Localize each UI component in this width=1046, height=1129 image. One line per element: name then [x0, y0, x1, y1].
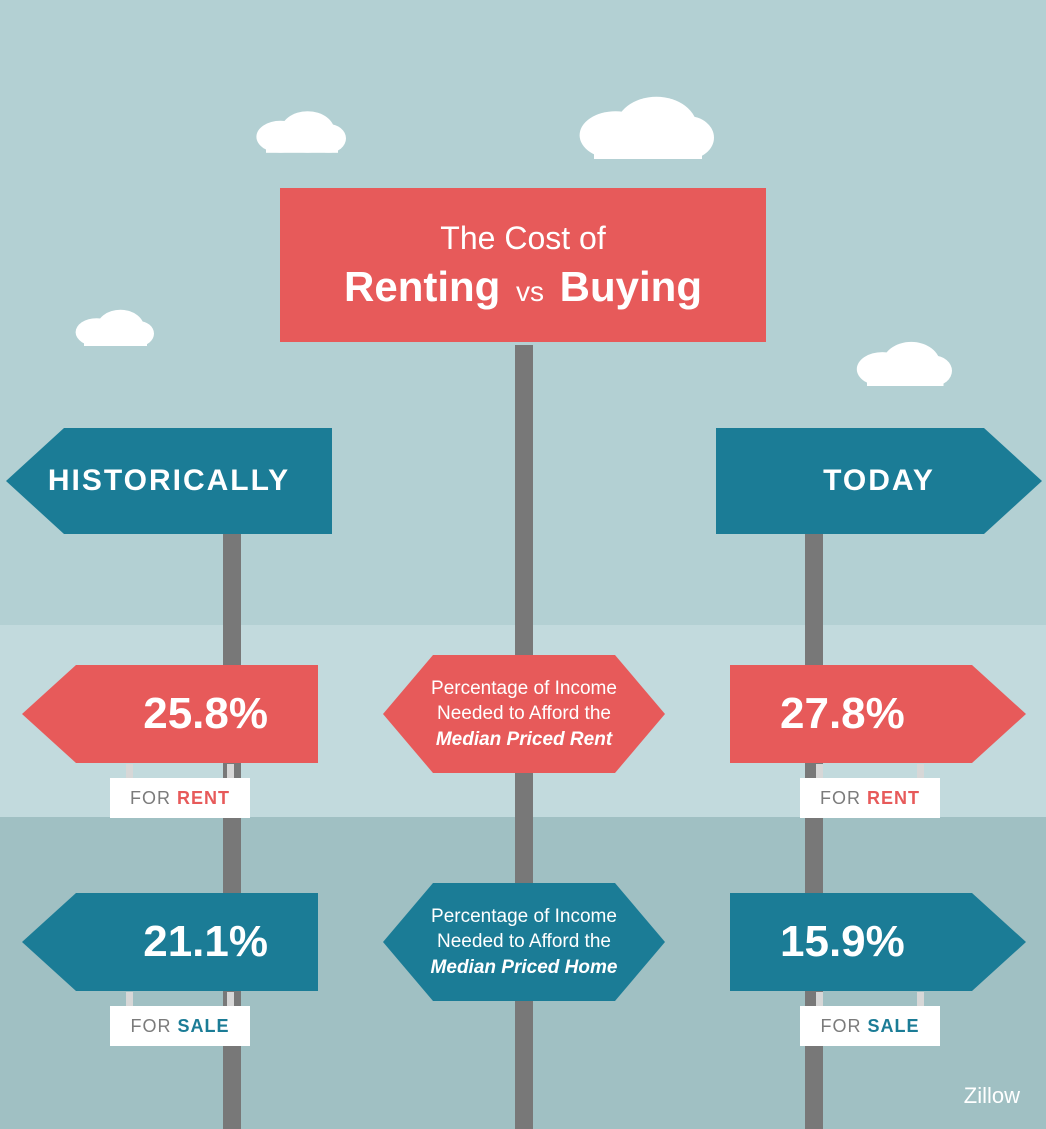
stat-today-sale: 15.9% — [730, 893, 1026, 991]
stat-hist-sale: 21.1% — [22, 893, 318, 991]
cloud-icon — [70, 300, 154, 346]
stat-today-rent: 27.8% — [730, 665, 1026, 763]
tag-today-rent: FORRENT — [800, 778, 940, 818]
mid-rent-copy: Percentage of Income Needed to Afford th… — [431, 676, 617, 753]
cloud-icon — [570, 80, 714, 159]
mid-sale: Percentage of Income Needed to Afford th… — [383, 883, 665, 1001]
title-line1: The Cost of — [440, 220, 605, 257]
header-today: TODAY — [716, 428, 1042, 534]
mid-rent: Percentage of Income Needed to Afford th… — [383, 655, 665, 773]
tag-hist-sale: FORSALE — [110, 1006, 250, 1046]
header-historically: HISTORICALLY — [6, 428, 332, 534]
cloud-icon — [850, 330, 952, 386]
title-sign: The Cost of Renting vs Buying — [280, 188, 766, 342]
stat-hist-rent: 25.8% — [22, 665, 318, 763]
title-line2: Renting vs Buying — [344, 263, 702, 311]
mid-sale-copy: Percentage of Income Needed to Afford th… — [431, 904, 618, 981]
tag-today-sale: FORSALE — [800, 1006, 940, 1046]
cloud-icon — [250, 100, 346, 153]
attribution: Zillow — [964, 1083, 1020, 1109]
tag-hist-rent: FORRENT — [110, 778, 250, 818]
